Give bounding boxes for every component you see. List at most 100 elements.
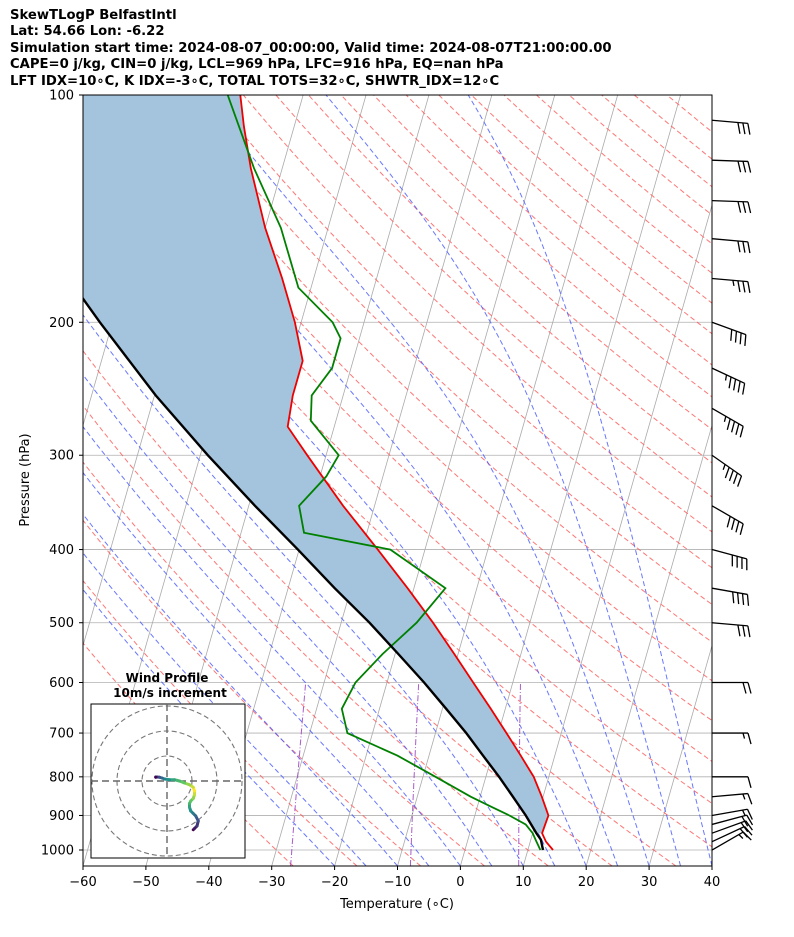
mixing-ratio-line (290, 682, 307, 866)
moist-adiabat-line (83, 425, 461, 866)
wind-barb-shaft (711, 277, 748, 283)
wind-barb-flag (739, 523, 744, 535)
y-tick-label: 600 (49, 676, 74, 691)
dewpoint-line (226, 95, 542, 851)
wind-barb-shaft (711, 238, 748, 243)
wind-barb-half-flag (723, 416, 727, 422)
wind-barb-shaft (711, 587, 748, 596)
wind-barb (711, 454, 743, 487)
wind-barb-flag (737, 240, 741, 253)
wind-barb-shaft (711, 548, 747, 560)
wind-barb (711, 277, 751, 293)
wind-barb-flag (728, 376, 732, 389)
y-tick-label: 100 (49, 89, 74, 104)
y-tick-label: 700 (49, 727, 74, 742)
wind-barb-flag (747, 161, 752, 173)
dry-adiabat-line (340, 95, 712, 431)
y-axis-ticks: 1000 900 800 700 600 500 400 300 200 100 (41, 89, 83, 859)
dry-adiabat-line (405, 95, 712, 366)
wind-barb-flag (737, 122, 741, 134)
wind-barb-flag (746, 808, 753, 820)
wind-barb (711, 808, 753, 820)
wind-barb-flag (726, 516, 731, 528)
wind-barb (712, 732, 752, 745)
wind-barb (711, 587, 750, 606)
dry-adiabat-line (633, 95, 712, 160)
wind-barb-flag (739, 828, 748, 838)
parcel-path-line (83, 296, 545, 851)
wind-barb-flag (742, 625, 746, 637)
hodograph: Wind Profile 10m/s increment (90, 671, 246, 859)
wind-barb-flag (737, 280, 741, 293)
wind-barb-flag (730, 518, 736, 530)
wind-barb-flag (726, 418, 731, 430)
wind-barb (712, 681, 752, 694)
moist-adiabat-line (202, 95, 650, 866)
chart-header: SkewTLogP BelfastIntl Lat: 54.66 Lon: -6… (10, 8, 612, 90)
dry-adiabat-line (275, 95, 712, 498)
isotherm-line (522, 203, 712, 866)
isotherm-line (271, 95, 493, 866)
moist-adiabat-line (83, 588, 335, 866)
wind-barb-flag (746, 594, 750, 606)
dry-adiabat-line (536, 95, 712, 245)
y-tick-label: 900 (49, 809, 74, 824)
x-tick-label: 20 (578, 875, 595, 890)
x-tick-label: −30 (258, 875, 285, 890)
wind-barb-shaft (711, 199, 749, 203)
x-tick-label: 40 (704, 875, 721, 890)
wind-barb-flag (746, 814, 754, 826)
header-times: Simulation start time: 2024-08-07_00:00:… (10, 40, 612, 56)
wind-barb-flag (742, 281, 746, 293)
wind-barb-flag (747, 281, 751, 293)
wind-barb-shaft (711, 792, 748, 798)
y-axis-label: Pressure (hPa) (18, 433, 33, 526)
wind-barb-flag (740, 822, 749, 833)
wind-barb-flag (735, 521, 740, 533)
moist-adiabat-line (83, 471, 430, 866)
y-tick-label: 500 (49, 616, 74, 631)
header-indices-line: LFT IDX=10∘C, K IDX=-3∘C, TOTAL TOTS=32∘… (10, 73, 500, 89)
wind-barb-flag (736, 592, 740, 605)
wind-barb-flag (741, 593, 745, 605)
dry-adiabat-line (177, 95, 712, 606)
wind-barb (711, 825, 753, 843)
wind-barb-flag (744, 334, 747, 347)
x-tick-label: −40 (195, 875, 222, 890)
wind-barb-flag (747, 201, 752, 214)
hodograph-title: Wind Profile (126, 671, 209, 685)
wind-barb-flag (741, 816, 749, 827)
wind-barb-half-flag (742, 793, 746, 800)
moist-adiabat-line (83, 314, 524, 866)
dry-adiabat-line (83, 296, 677, 866)
wind-barb-flag (737, 475, 743, 487)
dry-adiabat-line (145, 95, 712, 643)
wind-barb-shaft (711, 407, 744, 427)
wind-barb-flag (747, 625, 751, 638)
dry-adiabat-line (308, 95, 712, 464)
mixing-ratio-line (409, 682, 420, 866)
wind-barb-flag (739, 426, 744, 438)
dry-adiabat-line (242, 95, 712, 533)
wind-barb-flag (730, 329, 733, 341)
wind-barb-shaft (711, 825, 745, 843)
wind-barb-flag (747, 732, 752, 745)
wind-barb-half-flag (732, 280, 735, 287)
wind-barb (711, 159, 752, 173)
wind-barb-flag (742, 201, 747, 213)
moist-adiabat-line (83, 374, 493, 866)
wind-barb (711, 119, 751, 135)
wind-barb-flag (745, 820, 753, 831)
dry-adiabat-line (373, 95, 712, 398)
wind-barb-flag (735, 423, 740, 435)
wind-barb-flag (747, 241, 751, 254)
wind-barb-shaft (711, 505, 744, 525)
wind-barb-flag (724, 467, 730, 479)
wind-barb-half-flag (722, 464, 726, 470)
dry-adiabat-line (83, 642, 294, 866)
dry-adiabat-line (666, 95, 712, 133)
y-tick-label: 200 (49, 316, 74, 331)
wind-barb-flag (744, 826, 753, 836)
y-tick-label: 400 (49, 543, 74, 558)
